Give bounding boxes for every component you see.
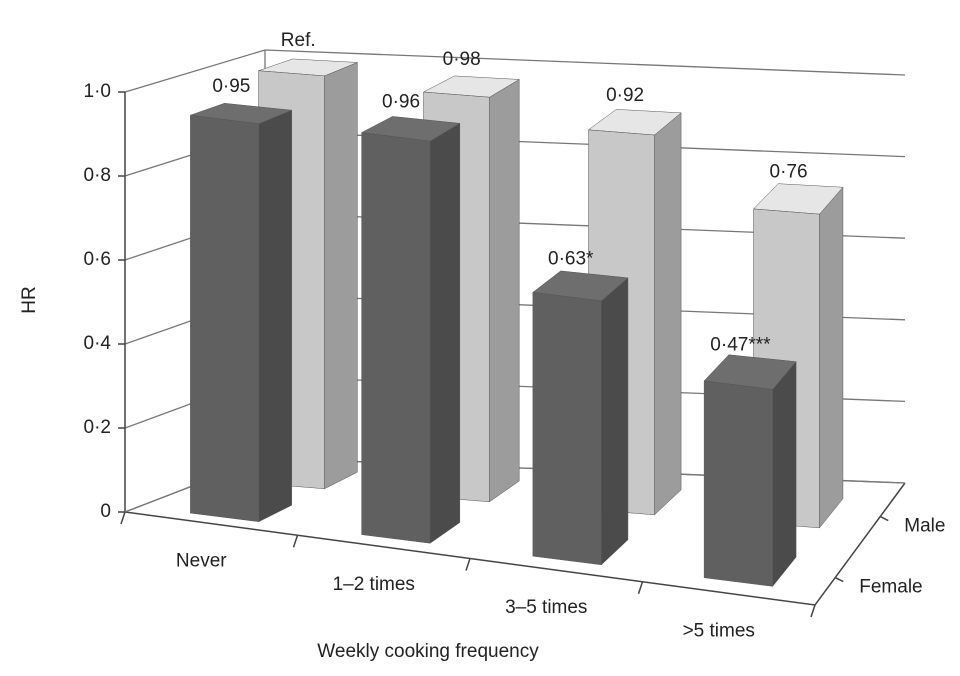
bar bbox=[361, 132, 431, 544]
bar-side bbox=[772, 360, 797, 588]
bar-side bbox=[489, 79, 520, 503]
bar bbox=[532, 292, 602, 566]
data-label: 0·96 bbox=[382, 91, 420, 112]
y-tick-label: 0·8 bbox=[84, 165, 111, 186]
y-axis-label: HR bbox=[19, 286, 40, 313]
bar-side bbox=[258, 109, 292, 523]
z-tick bbox=[879, 515, 889, 522]
bar bbox=[190, 114, 260, 522]
x-tick-label: 1–2 times bbox=[333, 574, 415, 595]
y-tick-label: 0·6 bbox=[84, 249, 111, 270]
y-tick-label: 0 bbox=[100, 501, 111, 522]
data-label: 0·63* bbox=[548, 249, 594, 270]
data-label: 0·95 bbox=[212, 76, 250, 97]
z-tick-label: Female bbox=[859, 577, 922, 598]
x-tick bbox=[120, 511, 126, 525]
x-tick-label: 3–5 times bbox=[505, 597, 587, 618]
data-label: 0·76 bbox=[770, 162, 808, 183]
data-label: 0·98 bbox=[443, 49, 481, 70]
data-label: 0·47*** bbox=[710, 335, 771, 356]
bar-side bbox=[324, 62, 358, 490]
bar-side bbox=[819, 186, 844, 529]
data-label: 0·92 bbox=[606, 85, 644, 106]
x-axis-label: Weekly cooking frequency bbox=[317, 641, 539, 662]
y-tick-label: 0·4 bbox=[84, 333, 112, 354]
bar-side bbox=[654, 112, 682, 516]
bar-side bbox=[601, 277, 629, 566]
bar bbox=[703, 380, 773, 587]
data-label: Ref. bbox=[281, 30, 316, 51]
z-tick-label: Male bbox=[904, 516, 945, 537]
y-tick-label: 0·2 bbox=[84, 417, 111, 438]
y-tick-label: 1·0 bbox=[84, 81, 111, 102]
x-tick bbox=[637, 581, 644, 594]
x-tick bbox=[810, 604, 816, 618]
x-tick-label: Never bbox=[176, 551, 227, 572]
x-tick-label: >5 times bbox=[683, 620, 755, 641]
x-tick bbox=[465, 558, 471, 571]
z-tick bbox=[834, 576, 844, 583]
x-tick bbox=[292, 535, 299, 548]
bar-side bbox=[429, 122, 461, 544]
